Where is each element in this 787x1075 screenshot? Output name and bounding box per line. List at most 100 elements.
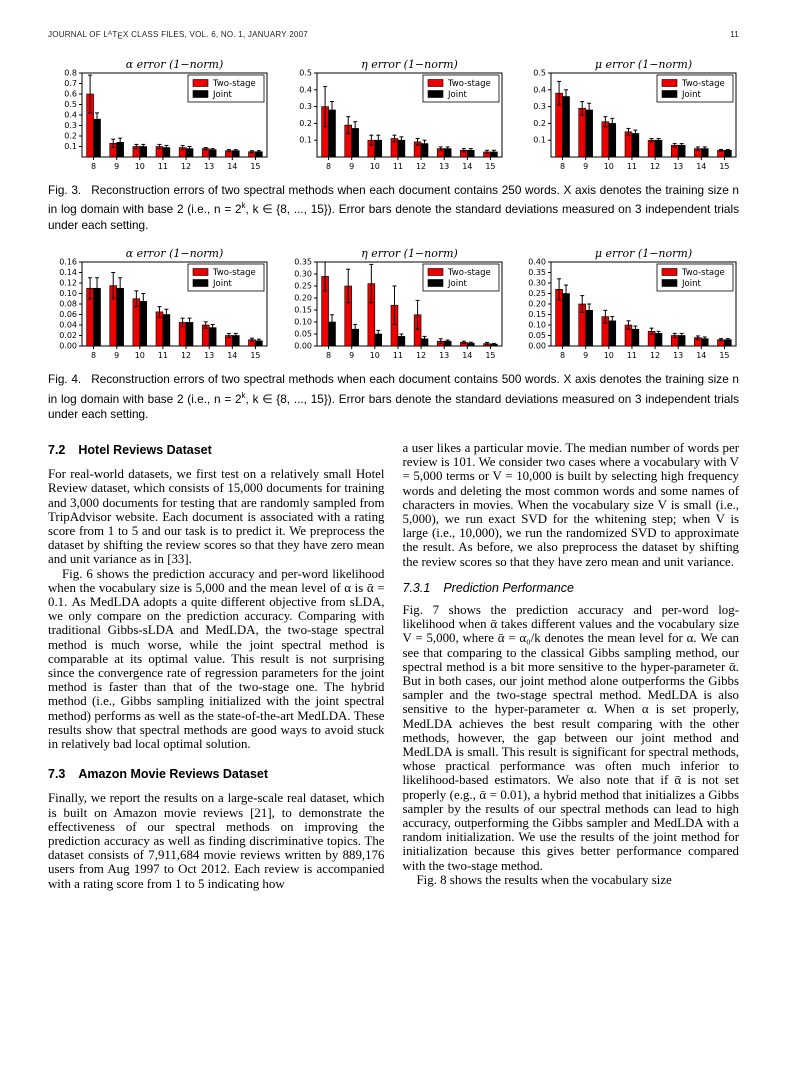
svg-text:13: 13 xyxy=(204,162,214,171)
chart-fig3-mu-error-svg: μ error (1−norm) 0.1 0.2 0.3 0.4 0.5 8 9 10 11 12 1… xyxy=(533,58,737,171)
figure-3-caption-text: Reconstruction errors of two spectral me… xyxy=(48,182,739,217)
svg-text:0.00: 0.00 xyxy=(59,342,77,351)
svg-text:Joint: Joint xyxy=(212,279,232,289)
svg-text:9: 9 xyxy=(583,162,588,171)
chart-fig4-alpha-error: α error (1−norm) 0.00 0.02 0.04 0.06 0.08 0.10… xyxy=(48,246,270,366)
svg-text:10: 10 xyxy=(369,351,379,360)
section-number: 7.2 xyxy=(48,442,66,457)
svg-text:η error (1−norm): η error (1−norm) xyxy=(361,247,458,260)
svg-text:8: 8 xyxy=(91,351,96,360)
left-column: 7.2 Hotel Reviews Dataset For real-world d… xyxy=(48,441,385,891)
svg-text:15: 15 xyxy=(719,162,729,171)
svg-text:0.00: 0.00 xyxy=(528,342,546,351)
svg-text:Two-stage: Two-stage xyxy=(212,268,256,278)
svg-text:11: 11 xyxy=(158,162,168,171)
svg-text:15: 15 xyxy=(485,162,495,171)
svg-text:0.5: 0.5 xyxy=(64,100,77,109)
svg-text:0.3: 0.3 xyxy=(64,121,77,130)
svg-text:α error (1−norm): α error (1−norm) xyxy=(126,247,224,260)
svg-text:0.10: 0.10 xyxy=(528,321,546,330)
svg-text:0.4: 0.4 xyxy=(533,85,546,94)
section-number: 7.3 xyxy=(48,767,66,782)
svg-text:14: 14 xyxy=(696,351,706,360)
svg-text:0.15: 0.15 xyxy=(294,306,312,315)
paragraph: Fig. 7 shows the prediction accuracy and… xyxy=(402,602,740,873)
journal-title-rest: X CLASS FILES, VOL. 6, NO. 1, JANUARY 20… xyxy=(123,30,308,39)
latex-logo-e: E xyxy=(117,31,124,41)
section-title: Hotel Reviews Dataset xyxy=(78,442,212,457)
svg-text:0.30: 0.30 xyxy=(528,279,546,288)
svg-text:0.15: 0.15 xyxy=(528,310,546,319)
figure-4-caption-text2: , k ∈ {8, ..., 15}). Error bars denote t… xyxy=(48,391,739,422)
svg-text:9: 9 xyxy=(349,162,354,171)
chart-fig4-mu-error: μ error (1−norm) 0.00 0.05 0.10 0.15 0.20 0.25… xyxy=(517,246,739,366)
svg-text:8: 8 xyxy=(560,162,565,171)
svg-text:0.14: 0.14 xyxy=(59,268,77,277)
svg-text:Two-stage: Two-stage xyxy=(212,79,256,89)
svg-text:8: 8 xyxy=(91,162,96,171)
svg-text:0.10: 0.10 xyxy=(294,318,312,327)
svg-text:10: 10 xyxy=(369,162,379,171)
svg-text:0.06: 0.06 xyxy=(59,310,77,319)
svg-text:12: 12 xyxy=(650,162,660,171)
svg-text:0.30: 0.30 xyxy=(294,270,312,279)
svg-text:0.35: 0.35 xyxy=(294,258,312,267)
svg-text:13: 13 xyxy=(673,351,683,360)
svg-text:0.20: 0.20 xyxy=(528,300,546,309)
chart-fig4-eta-error: η error (1−norm) 0.00 0.05 0.10 0.15 0.20 0.25… xyxy=(283,246,505,366)
figure-3-caption-text2: , k ∈ {8, ..., 15}). Error bars denote t… xyxy=(48,202,739,232)
latex-logo-t: T xyxy=(112,30,118,39)
svg-text:14: 14 xyxy=(227,351,237,360)
chart-fig3-alpha-error-svg: α error (1−norm) 0.1 0.20.3 0.40.5 0.60.7 0.8… xyxy=(64,58,268,171)
svg-text:0.5: 0.5 xyxy=(533,68,546,77)
svg-text:0.12: 0.12 xyxy=(59,279,77,288)
svg-text:0.35: 0.35 xyxy=(528,268,546,277)
svg-text:11: 11 xyxy=(627,162,637,171)
paragraph: a user likes a particular movie. The med… xyxy=(402,440,740,569)
svg-text:0.2: 0.2 xyxy=(533,118,546,127)
figure-3-caption-sup: k xyxy=(241,201,246,211)
svg-text:10: 10 xyxy=(135,351,145,360)
svg-text:10: 10 xyxy=(135,162,145,171)
section-title: Amazon Movie Reviews Dataset xyxy=(78,767,269,782)
chart-fig3-eta-error-svg: η error (1−norm) 0.1 0.2 0.3 0.4 0.5 8 9 10 11 12 1… xyxy=(299,58,502,171)
svg-text:9: 9 xyxy=(114,162,119,171)
svg-text:0.2: 0.2 xyxy=(299,118,312,127)
svg-text:11: 11 xyxy=(158,351,168,360)
svg-text:0.1: 0.1 xyxy=(533,135,546,144)
svg-text:0.3: 0.3 xyxy=(533,102,546,111)
paragraph: Fig. 6 shows the prediction accuracy and… xyxy=(48,566,385,751)
svg-text:0.05: 0.05 xyxy=(528,331,546,340)
svg-text:Two-stage: Two-stage xyxy=(447,79,491,89)
paragraph: For real-world datasets, we first test o… xyxy=(48,467,385,567)
svg-text:Joint: Joint xyxy=(681,279,701,289)
svg-text:0.10: 0.10 xyxy=(59,289,77,298)
svg-text:12: 12 xyxy=(650,351,660,360)
svg-text:15: 15 xyxy=(250,162,260,171)
svg-text:12: 12 xyxy=(415,351,425,360)
svg-text:0.4: 0.4 xyxy=(64,110,77,119)
chart-fig4-eta-error-svg: η error (1−norm) 0.00 0.05 0.10 0.15 0.20 0.25… xyxy=(294,247,502,360)
svg-text:μ error (1−norm): μ error (1−norm) xyxy=(595,247,692,260)
section-heading: 7.2 Hotel Reviews Dataset xyxy=(48,443,385,457)
figure-3: α error (1−norm) 0.1 0.2 0.3 0.4 0.5 0.6 0.7 0.8… xyxy=(48,57,739,234)
svg-text:0.4: 0.4 xyxy=(299,85,312,94)
journal-title: JOURNAL OF LATEX CLASS FILES, VOL. 6, NO… xyxy=(48,30,308,41)
figure-4-label: Fig. 4. xyxy=(48,372,82,387)
svg-text:15: 15 xyxy=(719,351,729,360)
svg-text:15: 15 xyxy=(485,351,495,360)
chart-fig4-mu-error-svg: μ error (1−norm) 0.00 0.050.10 0.150.20 0.25… xyxy=(528,247,737,360)
figure-4-charts: α error (1−norm) 0.00 0.02 0.04 0.06 0.08 0.10… xyxy=(48,246,739,366)
svg-text:0.08: 0.08 xyxy=(59,300,77,309)
svg-text:0.20: 0.20 xyxy=(294,294,312,303)
svg-text:15: 15 xyxy=(250,351,260,360)
page-number: 11 xyxy=(730,30,739,39)
right-column: a user likes a particular movie. The med… xyxy=(403,441,740,891)
svg-text:10: 10 xyxy=(604,351,614,360)
figure-3-label: Fig. 3. xyxy=(48,182,82,197)
svg-text:η error (1−norm): η error (1−norm) xyxy=(361,58,458,71)
svg-text:12: 12 xyxy=(415,162,425,171)
journal-title-text: JOURNAL OF L xyxy=(48,30,109,39)
svg-text:0.04: 0.04 xyxy=(59,321,77,330)
